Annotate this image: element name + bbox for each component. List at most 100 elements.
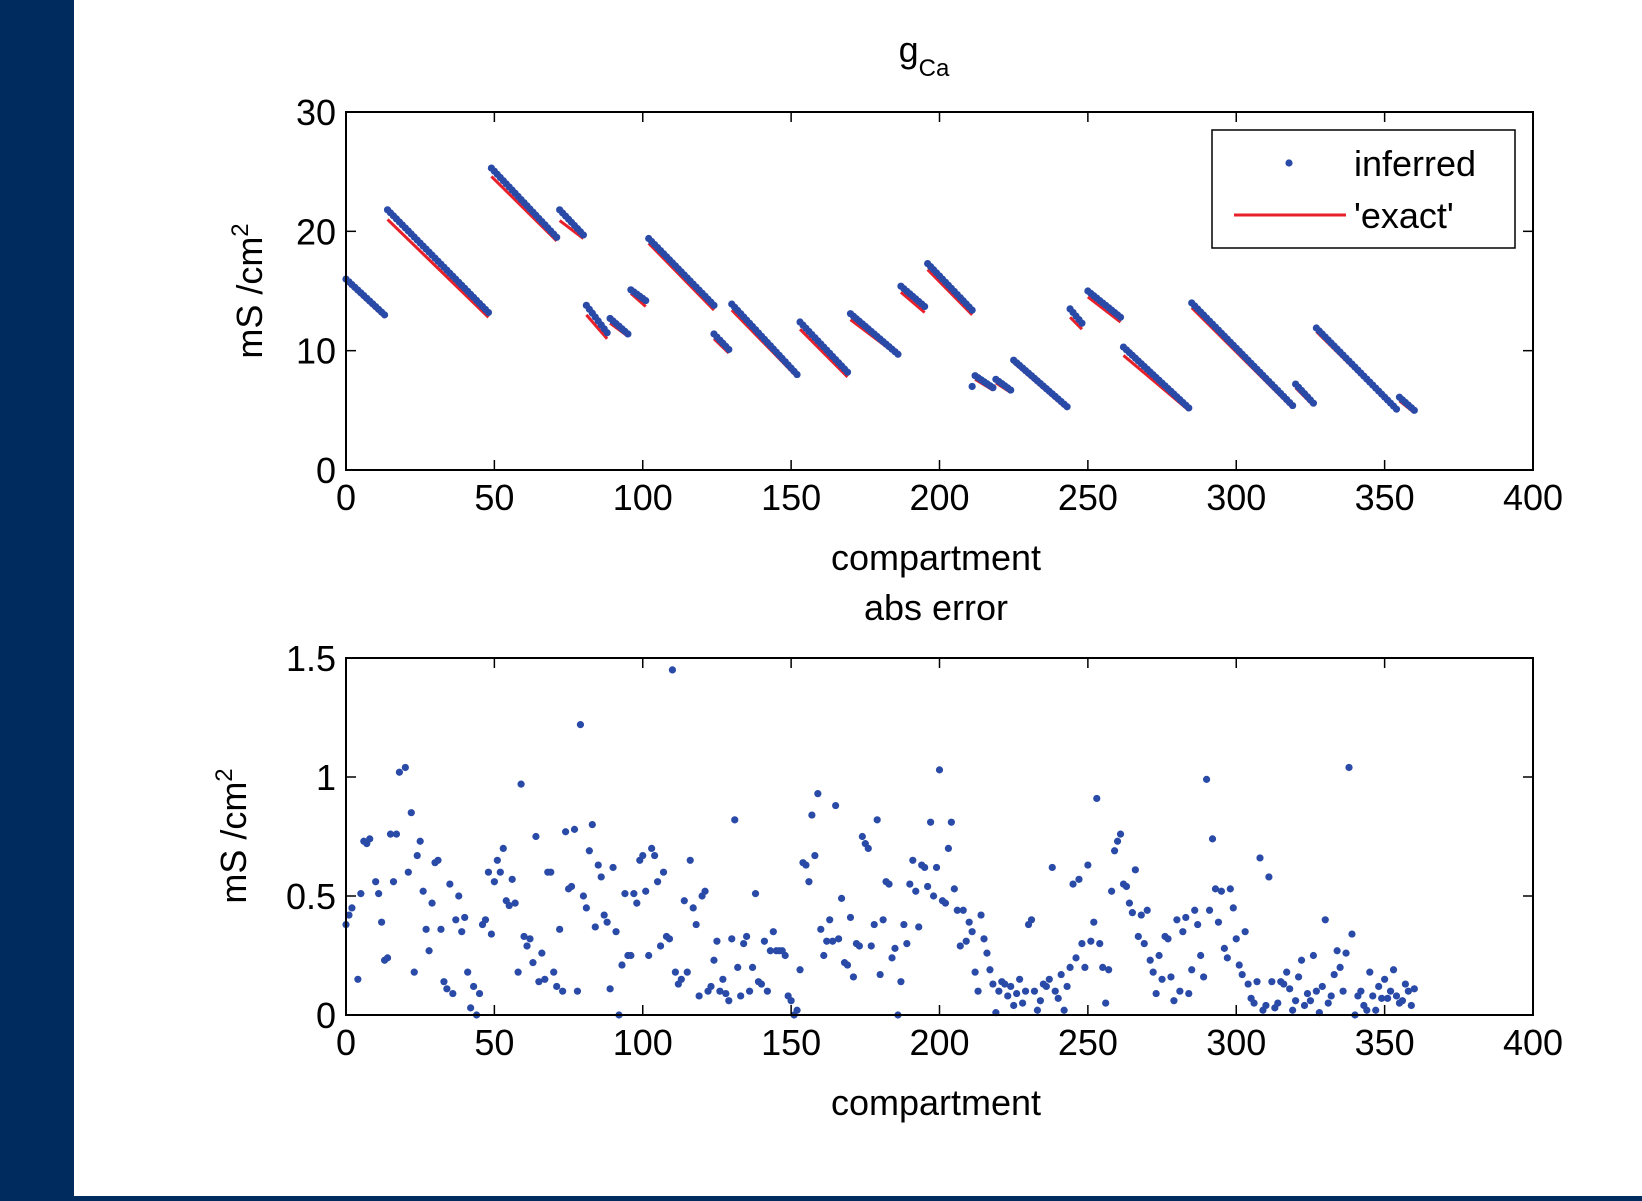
abs-error-point bbox=[1348, 930, 1356, 938]
exact-line-segment bbox=[1086, 295, 1122, 324]
top-plot-axes: 0 50 100 150 200 250 300 350 400 0 10 20 30 bbox=[296, 92, 1563, 518]
abs-error-point bbox=[748, 963, 757, 972]
abs-error-point bbox=[701, 887, 709, 895]
abs-error-point bbox=[921, 863, 929, 872]
abs-error-point bbox=[1113, 837, 1122, 845]
inferred-point bbox=[921, 302, 929, 311]
abs-error-point bbox=[671, 968, 679, 976]
abs-error-point bbox=[805, 878, 813, 886]
inferred-point bbox=[579, 231, 587, 239]
abs-error-point bbox=[1303, 989, 1312, 998]
abs-error-point bbox=[535, 978, 543, 986]
abs-error-point bbox=[855, 942, 863, 950]
abs-error-point bbox=[843, 961, 852, 969]
abs-error-point bbox=[1404, 987, 1412, 995]
abs-error-point bbox=[475, 989, 484, 998]
abs-error-point bbox=[1182, 913, 1190, 922]
abs-error-point bbox=[986, 966, 994, 974]
exact-line-segment bbox=[386, 218, 490, 319]
abs-error-point bbox=[950, 885, 958, 893]
bottom-panel: abs error 0 50 100 150 200 250 300 350 400 0 0.5 1 1… bbox=[211, 587, 1563, 1123]
inferred-point bbox=[710, 301, 718, 309]
abs-error-point bbox=[1051, 987, 1059, 995]
abs-error-point bbox=[793, 1006, 801, 1014]
abs-error-point bbox=[677, 975, 685, 983]
inferred-point bbox=[553, 233, 561, 241]
abs-error-point bbox=[1312, 987, 1320, 995]
abs-error-point bbox=[579, 892, 587, 900]
abs-error-point bbox=[977, 911, 985, 919]
abs-error-point bbox=[659, 868, 668, 876]
abs-error-point bbox=[962, 937, 970, 945]
abs-error-point bbox=[1401, 980, 1409, 988]
abs-error-point bbox=[897, 978, 905, 986]
abs-error-point bbox=[823, 937, 831, 945]
abs-error-point bbox=[440, 978, 448, 986]
legend-label-inferred: inferred bbox=[1354, 143, 1476, 184]
abs-error-point bbox=[935, 766, 944, 774]
abs-error-point bbox=[1143, 906, 1151, 914]
inferred-point bbox=[1410, 406, 1418, 414]
abs-error-point bbox=[1001, 980, 1009, 988]
abs-error-point bbox=[348, 904, 356, 912]
abs-error-point bbox=[1250, 999, 1258, 1007]
abs-error-point bbox=[1066, 963, 1074, 972]
abs-error-point bbox=[1170, 997, 1178, 1005]
abs-error-point bbox=[1294, 973, 1303, 981]
abs-error-point bbox=[728, 935, 736, 943]
bottom-x-tick-label: 350 bbox=[1355, 1022, 1415, 1063]
abs-error-point bbox=[538, 949, 546, 957]
abs-error-point bbox=[725, 997, 733, 1005]
abs-error-point bbox=[413, 851, 421, 860]
abs-error-point bbox=[600, 911, 608, 919]
abs-error-point bbox=[1333, 947, 1341, 955]
inferred-point bbox=[1309, 399, 1318, 407]
abs-error-point bbox=[467, 1004, 475, 1012]
inferred-point bbox=[968, 306, 976, 314]
abs-error-point bbox=[603, 918, 611, 926]
abs-error-point bbox=[1078, 940, 1086, 948]
abs-error-point bbox=[520, 932, 528, 941]
abs-error-point bbox=[751, 890, 760, 898]
inferred-point bbox=[624, 330, 632, 338]
abs-error-point bbox=[980, 935, 988, 943]
exact-line-segment bbox=[558, 219, 585, 240]
abs-error-point bbox=[1262, 1001, 1270, 1010]
abs-error-point bbox=[597, 873, 605, 881]
inferred-point bbox=[968, 382, 976, 391]
abs-error-point bbox=[425, 947, 433, 955]
abs-error-point bbox=[1280, 980, 1288, 988]
abs-error-point bbox=[1087, 937, 1095, 945]
abs-error-point bbox=[829, 937, 837, 945]
abs-error-point bbox=[383, 954, 392, 962]
abs-error-point bbox=[1238, 970, 1246, 979]
bottom-y-tick-label: 1 bbox=[316, 757, 336, 798]
inferred-point bbox=[642, 296, 650, 305]
abs-error-point bbox=[1375, 982, 1383, 991]
bottom-x-tick-label: 50 bbox=[474, 1022, 514, 1063]
abs-error-point bbox=[1042, 982, 1050, 991]
abs-error-point bbox=[1300, 1001, 1309, 1010]
figure-frame: gCa 0 50 100 150 200 250 300 350 400 0 10 20 30 comp… bbox=[74, 0, 1642, 1196]
abs-error-point bbox=[1220, 944, 1228, 952]
top-x-tick-label: 150 bbox=[761, 477, 821, 518]
abs-error-point bbox=[470, 982, 478, 991]
abs-error-point bbox=[1140, 940, 1148, 948]
abs-error-point bbox=[787, 997, 795, 1005]
abs-error-point bbox=[1378, 994, 1386, 1002]
exact-line-segment bbox=[629, 292, 647, 308]
legend-box bbox=[1211, 129, 1516, 249]
abs-error-point bbox=[820, 951, 828, 960]
abs-error-point bbox=[1137, 911, 1145, 919]
abs-error-point bbox=[1256, 854, 1264, 862]
abs-error-point bbox=[722, 989, 730, 998]
abs-error-point bbox=[514, 968, 522, 976]
abs-error-point bbox=[1033, 1006, 1042, 1014]
abs-error-point bbox=[642, 887, 650, 895]
abs-error-point bbox=[1060, 1006, 1068, 1014]
abs-error-point bbox=[633, 899, 641, 907]
top-chart-title: gCa bbox=[899, 29, 950, 82]
abs-error-point bbox=[1194, 920, 1202, 929]
exact-line-segment bbox=[798, 328, 849, 378]
abs-error-point bbox=[1013, 989, 1021, 998]
